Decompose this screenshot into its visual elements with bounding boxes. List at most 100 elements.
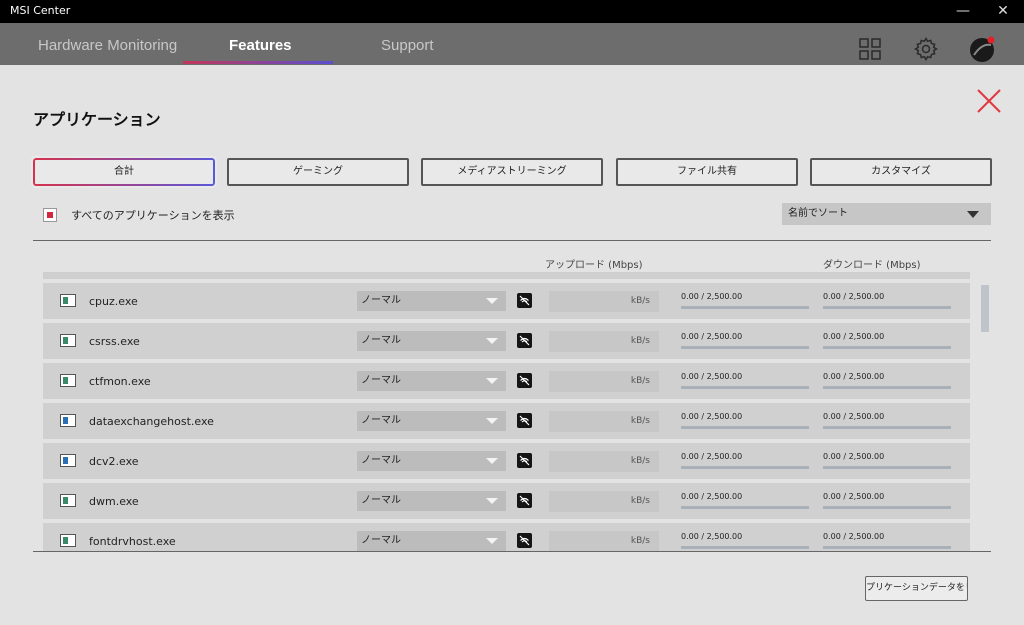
priority-value: ノーマル	[361, 495, 401, 506]
priority-value: ノーマル	[361, 415, 401, 426]
priority-value: ノーマル	[361, 375, 401, 386]
grid-icon[interactable]	[858, 37, 882, 61]
download-value: 0.00 / 2,500.00	[823, 532, 885, 541]
active-tab-indicator	[183, 61, 333, 64]
upload-bar	[681, 466, 809, 469]
app-name: csrss.exe	[89, 335, 140, 348]
upload-bar	[681, 546, 809, 549]
priority-dropdown[interactable]: ノーマル	[357, 371, 506, 391]
application-panel: アプリケーション 合計 ゲーミング メディアストリーミング ファイル共有 カスタ…	[0, 65, 1024, 625]
download-value: 0.00 / 2,500.00	[823, 292, 885, 301]
priority-dropdown[interactable]: ノーマル	[357, 451, 506, 471]
table-row[interactable]: cpuz.exe ノーマル kB/s 0.00 / 2,500.00 0.00 …	[43, 283, 970, 319]
download-bar	[823, 466, 951, 469]
app-icon	[60, 414, 76, 427]
block-network-icon[interactable]	[517, 293, 532, 308]
upload-bar	[681, 346, 809, 349]
download-bar	[823, 506, 951, 509]
download-value: 0.00 / 2,500.00	[823, 412, 885, 421]
chevron-down-icon	[486, 418, 498, 424]
minimize-button[interactable]: —	[956, 3, 970, 19]
rate-unit: kB/s	[630, 416, 650, 426]
filter-file-sharing[interactable]: ファイル共有	[616, 158, 798, 186]
download-bar	[823, 546, 951, 549]
block-network-icon[interactable]	[517, 493, 532, 508]
avatar[interactable]	[969, 35, 997, 63]
chevron-down-icon	[486, 538, 498, 544]
tab-hardware-monitoring[interactable]: Hardware Monitoring	[38, 37, 178, 54]
upload-column-header: アップロード (Mbps)	[545, 260, 643, 271]
download-bar	[823, 386, 951, 389]
show-all-checkbox[interactable]	[43, 208, 57, 222]
table-row[interactable]: dataexchangehost.exe ノーマル kB/s 0.00 / 2,…	[43, 403, 970, 439]
tab-features[interactable]: Features	[229, 37, 292, 54]
rate-input[interactable]: kB/s	[549, 411, 659, 432]
chevron-down-icon	[486, 458, 498, 464]
download-bar	[823, 306, 951, 309]
download-bar	[823, 426, 951, 429]
rate-unit: kB/s	[630, 456, 650, 466]
scrollbar-thumb[interactable]	[981, 285, 989, 332]
rate-input[interactable]: kB/s	[549, 371, 659, 392]
filter-total[interactable]: 合計	[33, 158, 215, 186]
app-icon	[60, 494, 76, 507]
download-value: 0.00 / 2,500.00	[823, 332, 885, 341]
table-row[interactable]: csrss.exe ノーマル kB/s 0.00 / 2,500.00 0.00…	[43, 323, 970, 359]
block-network-icon[interactable]	[517, 333, 532, 348]
priority-dropdown[interactable]: ノーマル	[357, 491, 506, 511]
upload-bar	[681, 386, 809, 389]
table-row[interactable]: fontdrvhost.exe ノーマル kB/s 0.00 / 2,500.0…	[43, 523, 970, 551]
priority-dropdown[interactable]: ノーマル	[357, 291, 506, 311]
table-row[interactable]: dwm.exe ノーマル kB/s 0.00 / 2,500.00 0.00 /…	[43, 483, 970, 519]
priority-value: ノーマル	[361, 455, 401, 466]
app-name: dataexchangehost.exe	[89, 415, 214, 428]
block-network-icon[interactable]	[517, 453, 532, 468]
block-network-icon[interactable]	[517, 533, 532, 548]
window-title: MSI Center	[10, 4, 71, 17]
gear-icon[interactable]	[914, 37, 938, 61]
chevron-down-icon	[967, 211, 979, 218]
divider-bottom	[33, 551, 991, 552]
download-value: 0.00 / 2,500.00	[823, 492, 885, 501]
title-bar: MSI Center — ✕	[0, 0, 1024, 23]
rate-input[interactable]: kB/s	[549, 331, 659, 352]
upload-bar	[681, 306, 809, 309]
upload-value: 0.00 / 2,500.00	[681, 292, 743, 301]
list-header-strip	[43, 272, 970, 279]
table-row[interactable]: ctfmon.exe ノーマル kB/s 0.00 / 2,500.00 0.0…	[43, 363, 970, 399]
rate-input[interactable]: kB/s	[549, 531, 659, 551]
rate-input[interactable]: kB/s	[549, 491, 659, 512]
app-name: dcv2.exe	[89, 455, 139, 468]
rate-input[interactable]: kB/s	[549, 291, 659, 312]
tab-support[interactable]: Support	[381, 37, 434, 54]
chevron-down-icon	[486, 338, 498, 344]
app-name: ctfmon.exe	[89, 375, 151, 388]
upload-value: 0.00 / 2,500.00	[681, 412, 743, 421]
sort-dropdown[interactable]: 名前でソート	[782, 203, 991, 225]
priority-value: ノーマル	[361, 295, 401, 306]
table-row[interactable]: dcv2.exe ノーマル kB/s 0.00 / 2,500.00 0.00 …	[43, 443, 970, 479]
chevron-down-icon	[486, 378, 498, 384]
app-icon	[60, 374, 76, 387]
priority-dropdown[interactable]: ノーマル	[357, 331, 506, 351]
rate-input[interactable]: kB/s	[549, 451, 659, 472]
app-icon	[60, 454, 76, 467]
filter-gaming[interactable]: ゲーミング	[227, 158, 409, 186]
filter-customize[interactable]: カスタマイズ	[810, 158, 992, 186]
filter-media-streaming[interactable]: メディアストリーミング	[421, 158, 603, 186]
app-name: cpuz.exe	[89, 295, 138, 308]
reset-app-data-button[interactable]: プリケーションデータをリセッ	[865, 576, 968, 601]
priority-dropdown[interactable]: ノーマル	[357, 411, 506, 431]
upload-value: 0.00 / 2,500.00	[681, 532, 743, 541]
show-all-label: すべてのアプリケーションを表示	[71, 209, 235, 222]
priority-dropdown[interactable]: ノーマル	[357, 531, 506, 551]
close-window-button[interactable]: ✕	[997, 3, 1009, 19]
rate-unit: kB/s	[630, 536, 650, 546]
block-network-icon[interactable]	[517, 413, 532, 428]
upload-value: 0.00 / 2,500.00	[681, 332, 743, 341]
close-icon[interactable]	[975, 87, 1003, 115]
divider-top	[33, 240, 991, 241]
block-network-icon[interactable]	[517, 373, 532, 388]
app-icon	[60, 534, 76, 547]
download-column-header: ダウンロード (Mbps)	[823, 260, 921, 271]
